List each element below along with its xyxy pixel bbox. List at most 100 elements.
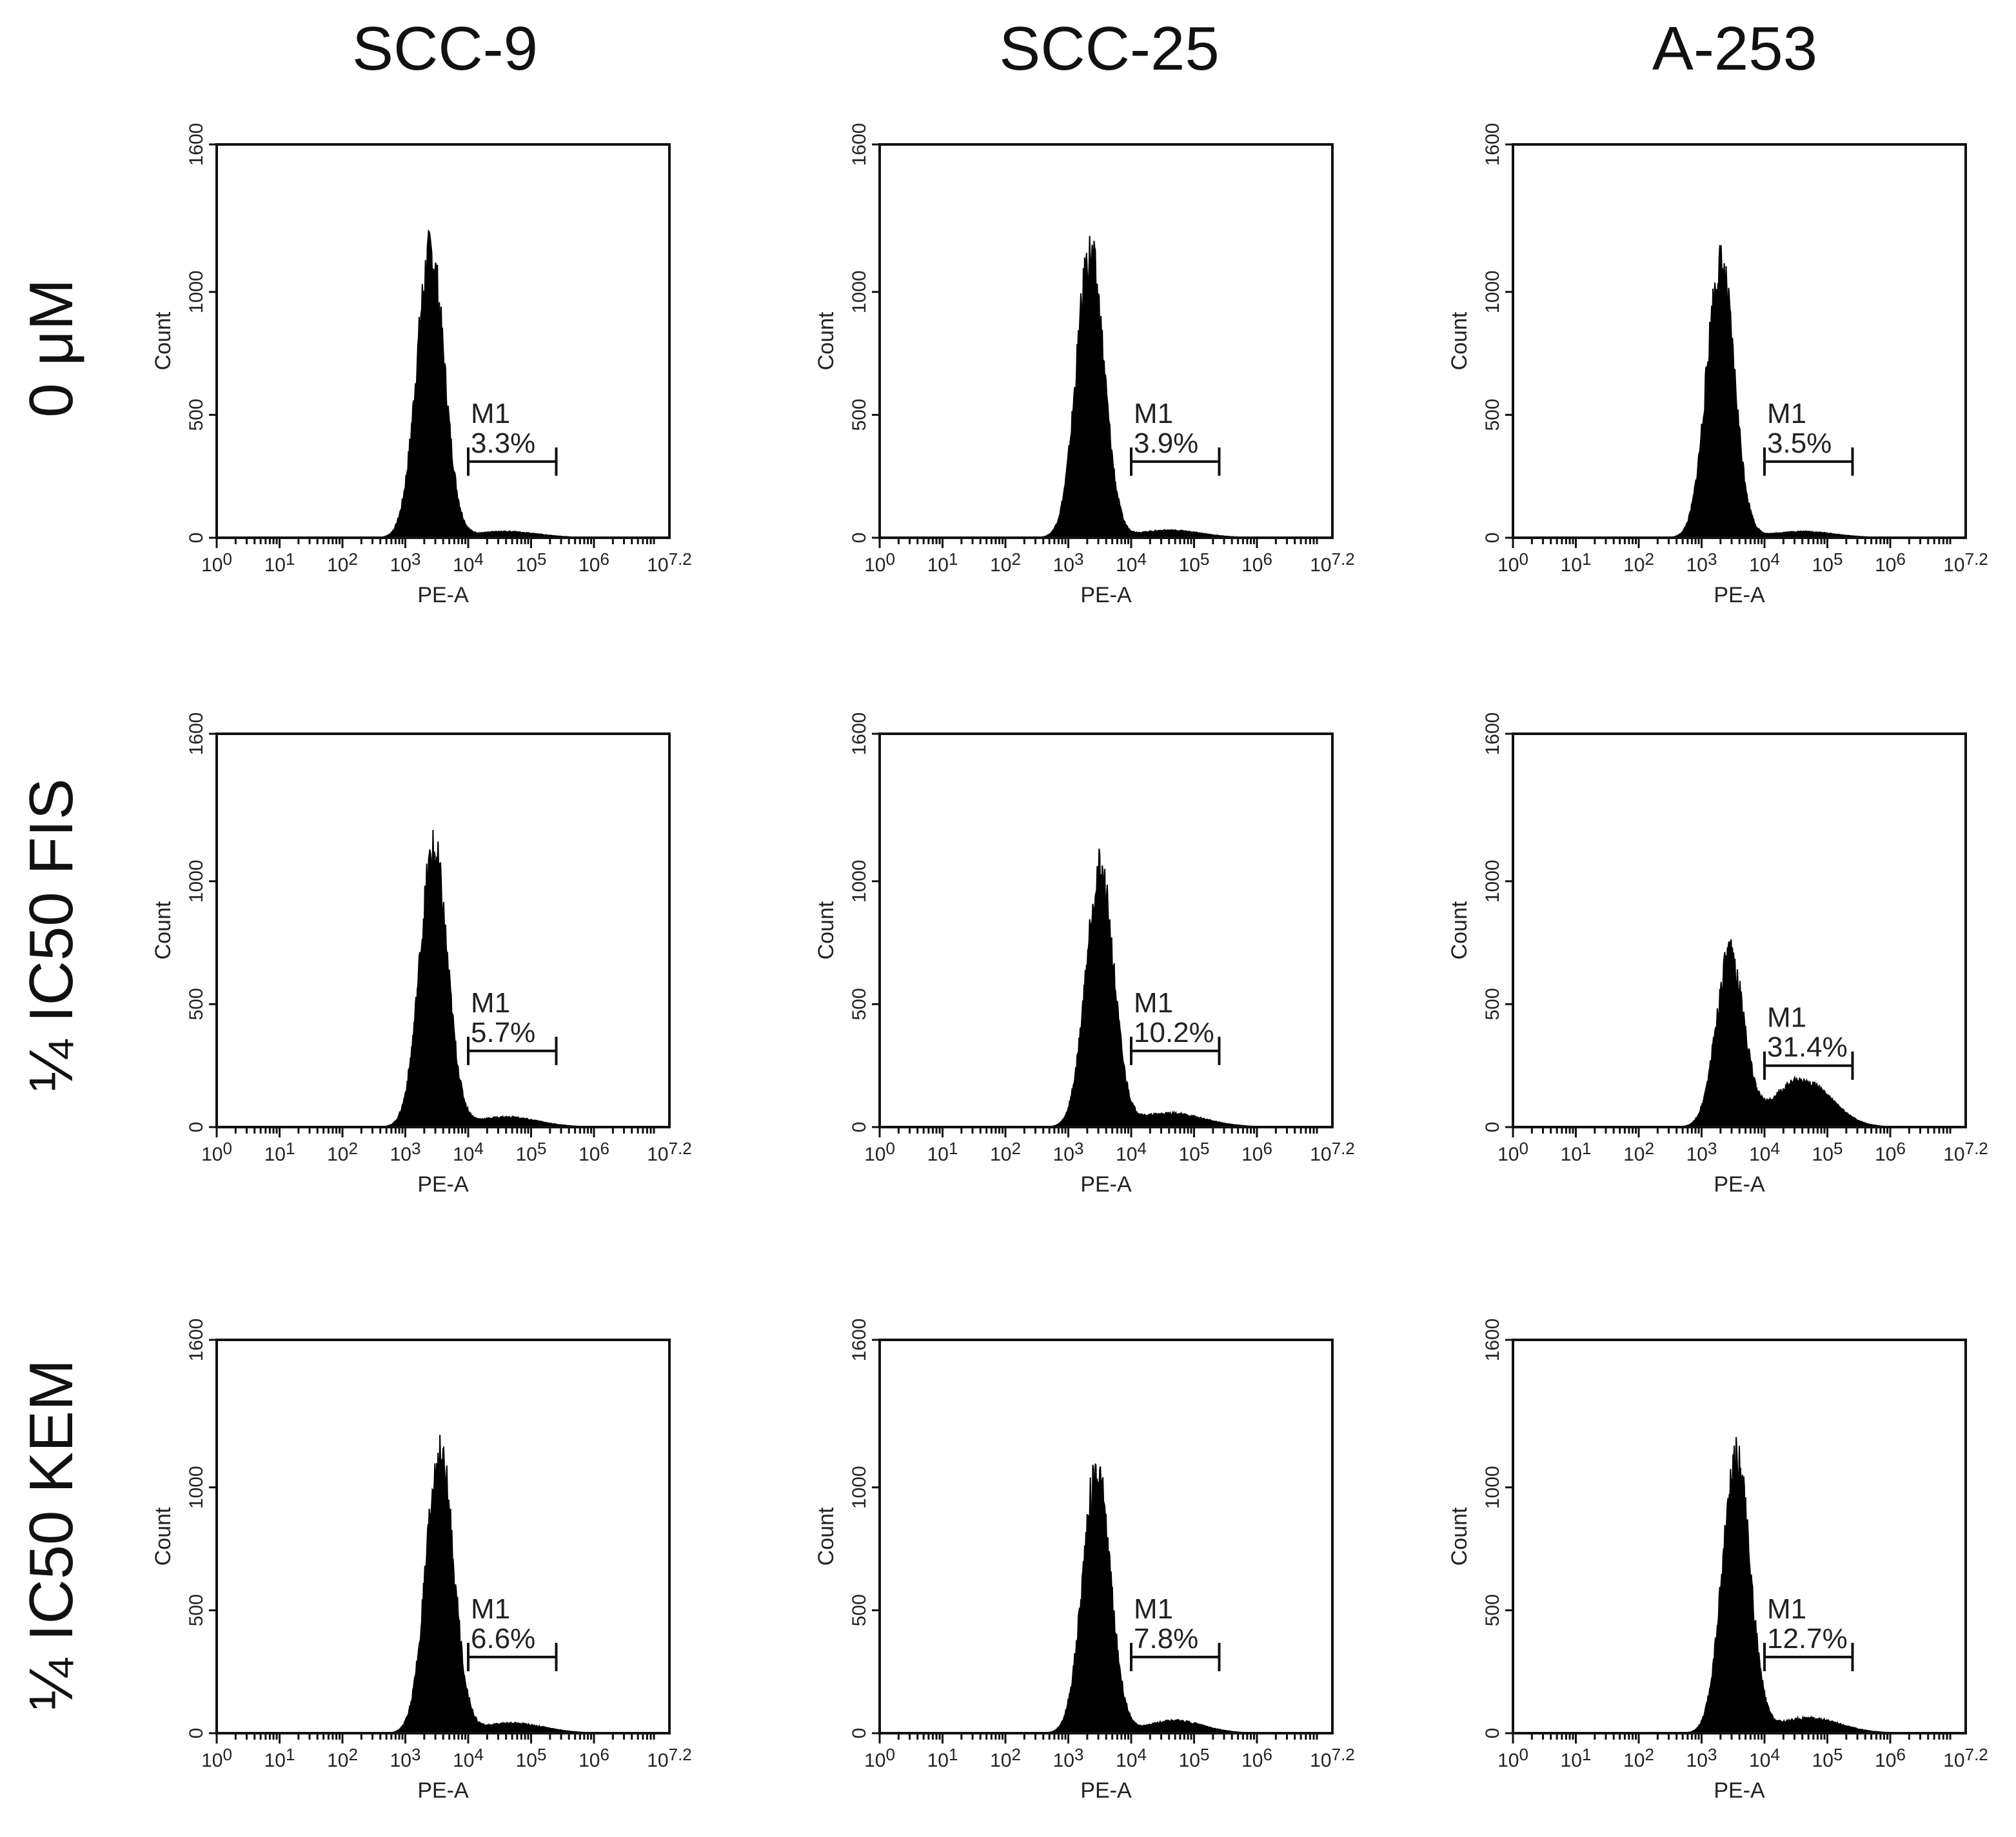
y-axis-title: Count bbox=[151, 311, 175, 370]
x-tick-label: 105 bbox=[516, 1139, 547, 1165]
y-tick-label: 1000 bbox=[186, 270, 207, 313]
y-tick-label: 0 bbox=[849, 1122, 870, 1133]
x-tick-label: 105 bbox=[516, 549, 547, 576]
histogram-area bbox=[880, 235, 1332, 538]
x-tick-label: 106 bbox=[1241, 1139, 1272, 1165]
marker-label: M1 bbox=[1134, 1593, 1173, 1625]
y-tick-label: 500 bbox=[1482, 398, 1503, 431]
x-tick-label: 101 bbox=[264, 1139, 295, 1165]
y-axis-title: Count bbox=[1447, 311, 1472, 370]
marker-bracket bbox=[1763, 1051, 1854, 1080]
x-axis-title: PE-A bbox=[417, 1172, 469, 1197]
marker-label: M1 bbox=[1134, 398, 1173, 429]
x-tick-label: 101 bbox=[927, 1139, 958, 1165]
y-tick-label: 0 bbox=[186, 533, 207, 544]
x-tick-label: 105 bbox=[1179, 549, 1210, 576]
x-tick-label: 104 bbox=[1116, 1745, 1147, 1771]
marker-percentage: 31.4% bbox=[1767, 1032, 1848, 1063]
x-tick-label: 101 bbox=[927, 549, 958, 576]
x-tick-label: 102 bbox=[990, 1139, 1021, 1165]
row-title-quarter-ic50-kem: ¼ IC50 KEM bbox=[17, 1359, 86, 1710]
x-tick-label: 101 bbox=[264, 549, 295, 576]
marker-bracket bbox=[1130, 1036, 1221, 1065]
marker-percentage: 7.8% bbox=[1134, 1623, 1198, 1655]
histogram-panel: 0 500 1000 1600 Count 100 101 102 103 104 105 106 10… bbox=[814, 1319, 1355, 1803]
y-tick-label: 0 bbox=[849, 1728, 870, 1739]
x-tick-label: 104 bbox=[453, 1745, 484, 1771]
y-tick-label: 0 bbox=[1482, 1122, 1503, 1133]
x-tick-label: 104 bbox=[453, 1139, 484, 1165]
x-tick-label: 100 bbox=[864, 1139, 895, 1165]
y-axis-title: Count bbox=[151, 901, 175, 959]
y-tick-label: 1000 bbox=[186, 1466, 207, 1509]
y-tick-label: 0 bbox=[186, 1728, 207, 1739]
x-tick-label: 100 bbox=[201, 1745, 232, 1771]
x-tick-label: 106 bbox=[578, 1745, 609, 1771]
x-tick-label: 105 bbox=[1179, 1139, 1210, 1165]
x-tick-label: 100 bbox=[1497, 1139, 1528, 1165]
histogram-panel: 0 500 1000 1600 Count 100 101 102 103 104 105 106 10… bbox=[151, 123, 692, 607]
y-tick-label: 1600 bbox=[1482, 712, 1503, 756]
x-tick-label: 102 bbox=[1623, 1139, 1654, 1165]
y-tick-label: 1000 bbox=[849, 1466, 870, 1509]
y-tick-label: 500 bbox=[849, 988, 870, 1020]
x-tick-label: 104 bbox=[1749, 549, 1780, 576]
y-tick-label: 1600 bbox=[186, 1319, 207, 1362]
marker-bracket bbox=[1130, 447, 1221, 476]
x-tick-label: 104 bbox=[1116, 549, 1147, 576]
histogram-area bbox=[1513, 245, 1966, 538]
y-tick-label: 500 bbox=[186, 398, 207, 431]
y-tick-label: 1000 bbox=[1482, 270, 1503, 313]
y-tick-label: 1600 bbox=[1482, 1319, 1503, 1362]
x-tick-label: 101 bbox=[1561, 1745, 1592, 1771]
x-tick-label: 102 bbox=[327, 1139, 358, 1165]
x-tick-label: 102 bbox=[327, 1745, 358, 1771]
x-tick-label: 101 bbox=[1561, 549, 1592, 576]
histogram-area bbox=[217, 229, 669, 538]
y-axis-title: Count bbox=[814, 1507, 838, 1566]
x-tick-label: 107.2 bbox=[1310, 1745, 1355, 1771]
x-axis-title: PE-A bbox=[417, 583, 469, 607]
column-title-scc-9: SCC-9 bbox=[352, 14, 538, 83]
x-axis-title: PE-A bbox=[1080, 1778, 1132, 1803]
histogram-panel: 0 500 1000 1600 Count 100 101 102 103 104 105 106 10… bbox=[151, 712, 692, 1197]
y-tick-label: 500 bbox=[849, 1594, 870, 1626]
x-tick-label: 101 bbox=[1561, 1139, 1592, 1165]
x-tick-label: 107.2 bbox=[647, 549, 692, 576]
x-tick-label: 100 bbox=[201, 1139, 232, 1165]
x-tick-label: 104 bbox=[1116, 1139, 1147, 1165]
marker-percentage: 3.3% bbox=[471, 427, 535, 459]
x-tick-label: 107.2 bbox=[647, 1139, 692, 1165]
histogram-area bbox=[1513, 1437, 1966, 1734]
histogram-area bbox=[880, 849, 1332, 1128]
x-tick-label: 103 bbox=[390, 549, 421, 576]
y-tick-label: 500 bbox=[849, 398, 870, 431]
y-tick-label: 1000 bbox=[1482, 860, 1503, 903]
y-tick-label: 0 bbox=[186, 1122, 207, 1133]
x-tick-label: 103 bbox=[1053, 549, 1084, 576]
x-tick-label: 100 bbox=[1497, 549, 1528, 576]
histogram-panel: 0 500 1000 1600 Count 100 101 102 103 104 105 106 10… bbox=[151, 1319, 692, 1803]
x-tick-label: 105 bbox=[1812, 1745, 1843, 1771]
x-tick-label: 107.2 bbox=[647, 1745, 692, 1771]
x-tick-label: 103 bbox=[1053, 1139, 1084, 1165]
x-tick-label: 107.2 bbox=[1310, 1139, 1355, 1165]
y-tick-label: 500 bbox=[186, 1594, 207, 1626]
x-tick-label: 105 bbox=[1812, 1139, 1843, 1165]
x-tick-label: 106 bbox=[1241, 549, 1272, 576]
y-tick-label: 0 bbox=[849, 533, 870, 544]
x-tick-label: 102 bbox=[1623, 1745, 1654, 1771]
histogram-panel: 0 500 1000 1600 Count 100 101 102 103 104 105 106 10… bbox=[1447, 123, 1988, 607]
x-tick-label: 106 bbox=[578, 1139, 609, 1165]
x-tick-label: 104 bbox=[1749, 1139, 1780, 1165]
x-tick-label: 106 bbox=[578, 549, 609, 576]
marker-label: M1 bbox=[471, 987, 510, 1019]
x-tick-label: 103 bbox=[1053, 1745, 1084, 1771]
x-tick-label: 100 bbox=[201, 549, 232, 576]
marker-label: M1 bbox=[1767, 1002, 1806, 1034]
marker-label: M1 bbox=[471, 1593, 510, 1625]
x-axis-title: PE-A bbox=[1714, 1172, 1765, 1197]
marker-bracket bbox=[1130, 1642, 1221, 1671]
x-tick-label: 107.2 bbox=[1943, 1139, 1988, 1165]
